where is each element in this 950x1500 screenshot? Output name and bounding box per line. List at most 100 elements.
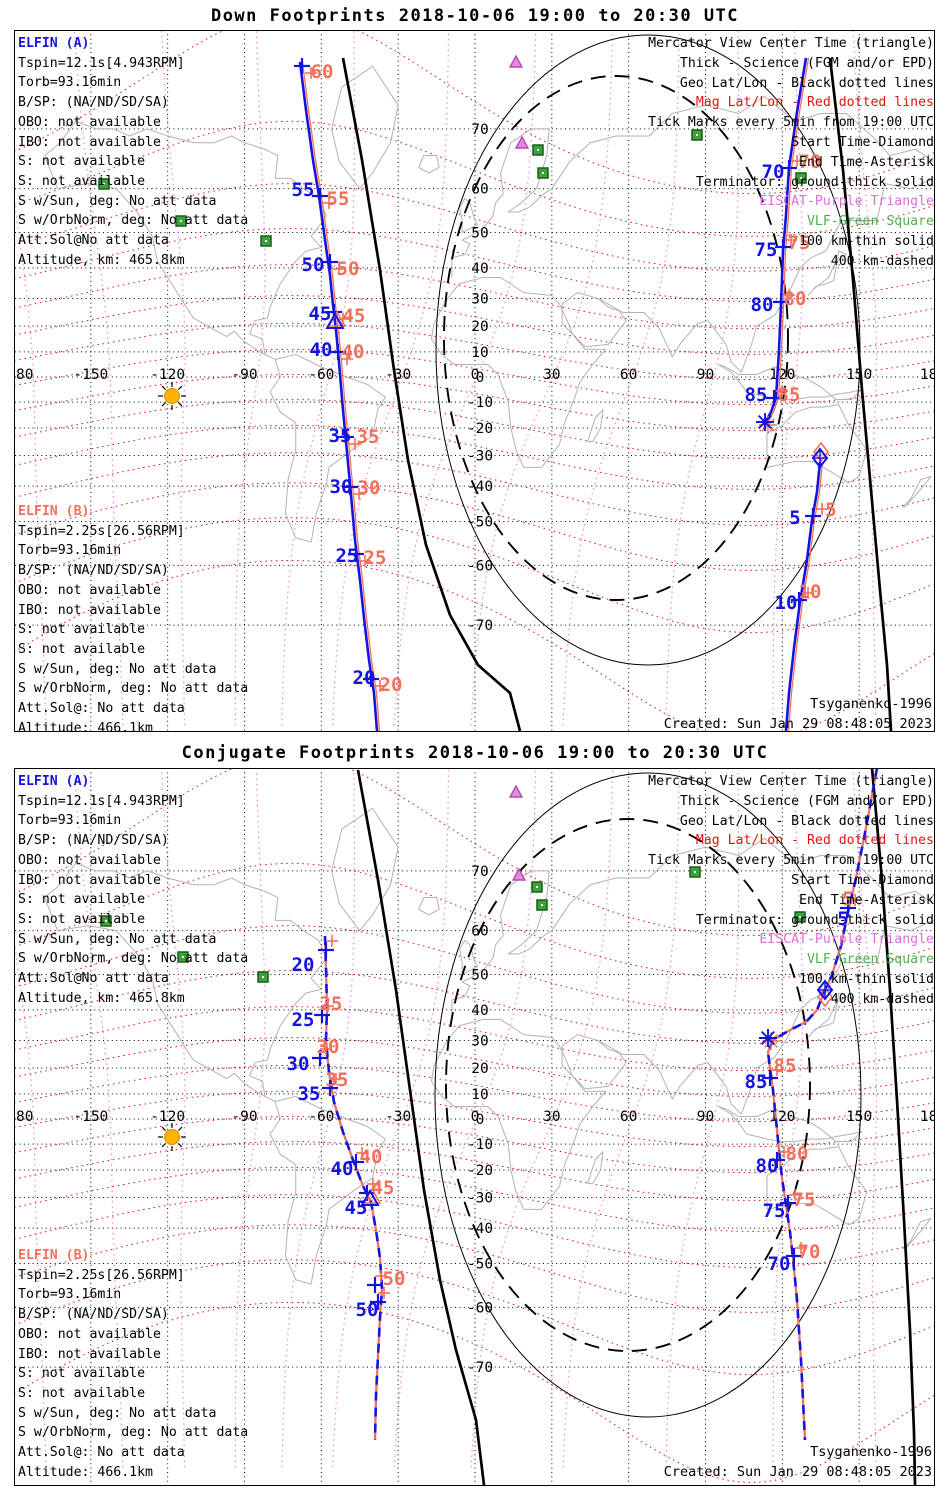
info-line: S w/Sun, deg: No att data bbox=[18, 193, 217, 209]
lon-tick-label: -90 bbox=[231, 1109, 257, 1125]
track-minute-label: 55 bbox=[292, 179, 315, 201]
track-minute-label: 45 bbox=[343, 305, 366, 327]
track-minute-label: 80 bbox=[756, 1155, 779, 1177]
lon-tick-label: -60 bbox=[308, 367, 334, 383]
info-line: S: not available bbox=[18, 892, 146, 908]
legend-line: End Time-Asterisk bbox=[799, 154, 934, 170]
vlf-square-marker-dot bbox=[180, 220, 182, 222]
panel-map-1: -180 -150 -120 -90 -60 -30 0 30 60 90 120 150 180706… bbox=[0, 769, 934, 1485]
track-minute-label: 35 bbox=[357, 426, 380, 448]
lon-tick-label: -90 bbox=[231, 367, 257, 383]
lon-tick-label: -180 bbox=[0, 1109, 33, 1125]
lon-tick-label: -120 bbox=[150, 1109, 185, 1125]
credit-line: Created: Sun Jan 29 08:48:05 2023 bbox=[663, 715, 932, 732]
vlf-square-marker-dot bbox=[182, 956, 184, 958]
lat-tick-label: -70 bbox=[467, 1360, 493, 1376]
track-minute-label: 5 bbox=[789, 507, 800, 529]
track-minute-label: 80 bbox=[751, 294, 774, 316]
start-time-diamond bbox=[816, 979, 834, 1001]
end-time-asterisk bbox=[757, 414, 773, 430]
lon-tick-label: -120 bbox=[150, 367, 185, 383]
lat-tick-label: 50 bbox=[471, 967, 488, 983]
info-line: B/SP: (NA/ND/SD/SA) bbox=[18, 1307, 169, 1323]
elfin-a-info-0: ELFIN (A) Tspin=12.1s[4.943RPM] Torb=93.16… bbox=[18, 34, 248, 270]
elfin-b-info-0: ELFIN (B) Tspin=2.25s[26.56RPM] Torb=93.16… bbox=[18, 502, 248, 738]
info-line: S w/OrbNorm, deg: No att data bbox=[18, 1425, 249, 1441]
track-minute-label: 30 bbox=[330, 476, 353, 498]
lat-tick-label: 50 bbox=[471, 225, 488, 241]
info-line: Att.Sol@No att data bbox=[18, 971, 169, 987]
track-minute-label: 5 bbox=[837, 908, 848, 930]
info-line: Altitude: 466.1km bbox=[18, 720, 153, 736]
credit-line: Tsyganenko-1996 bbox=[810, 1444, 932, 1460]
lat-tick-label: -60 bbox=[467, 558, 493, 574]
legend-line: Terminator: ground-thick solid bbox=[695, 174, 934, 190]
track-minute-label: 55 bbox=[327, 188, 350, 210]
track-minute-label: 20 bbox=[292, 954, 315, 976]
track-minute-label: 85 bbox=[745, 384, 768, 406]
elfin-b-track bbox=[767, 57, 810, 422]
legend-line: Geo Lat/Lon - Black dotted lines bbox=[679, 813, 934, 829]
legend-line: Thick - Science (FGM and/or EPD) bbox=[679, 55, 934, 71]
lon-tick-label: 120 bbox=[769, 367, 795, 383]
lat-tick-label: 30 bbox=[471, 1033, 488, 1049]
sun-marker bbox=[164, 1129, 180, 1145]
sun-ray bbox=[177, 401, 183, 407]
info-line: IBO: not available bbox=[18, 1346, 161, 1362]
legend-line: 400 km-dashed bbox=[830, 991, 934, 1007]
track-minute-label: 30 bbox=[287, 1053, 310, 1075]
vlf-square-marker-dot bbox=[800, 177, 802, 179]
track-minute-label: 35 bbox=[326, 1069, 349, 1091]
lon-tick-label: 30 bbox=[543, 367, 560, 383]
lat-tick-label: -40 bbox=[467, 479, 493, 495]
legend-line: Thick - Science (FGM and/or EPD) bbox=[679, 793, 934, 809]
track-minute-label: 40 bbox=[342, 341, 365, 363]
info-line: S: not available bbox=[18, 1385, 146, 1401]
info-line: IBO: not available bbox=[18, 872, 161, 888]
track-minute-label: 35 bbox=[329, 425, 352, 447]
track-minute-label: 85 bbox=[778, 384, 801, 406]
lat-tick-label: -70 bbox=[467, 618, 493, 634]
track-minute-label: 25 bbox=[320, 993, 343, 1015]
lat-tick-label: 70 bbox=[471, 864, 488, 880]
lat-tick-label: -10 bbox=[467, 395, 493, 411]
info-line: B/SP: (NA/ND/SD/SA) bbox=[18, 833, 169, 849]
credits-1: Tsyganenko-1996 Created: Sun Jan 29 08:48… bbox=[664, 1443, 932, 1482]
track-minute-label: 70 bbox=[762, 161, 785, 183]
terminator-400km-line bbox=[445, 818, 811, 1352]
track-minute-label: 50 bbox=[356, 1299, 379, 1321]
info-line: B/SP: (NA/ND/SD/SA) bbox=[18, 563, 169, 579]
vlf-square-marker-dot bbox=[696, 134, 698, 136]
lat-tick-label: -50 bbox=[467, 1257, 493, 1273]
vlf-square-marker-dot bbox=[265, 240, 267, 242]
lat-tick-label: 10 bbox=[471, 1087, 488, 1103]
track-minute-label: 25 bbox=[292, 1009, 315, 1031]
credits-0: Tsyganenko-1996 Created: Sun Jan 29 08:48… bbox=[664, 695, 932, 734]
info-line: Tspin=12.1s[4.943RPM] bbox=[18, 55, 185, 71]
lon-tick-label: 150 bbox=[846, 1109, 872, 1125]
info-line: S w/Sun, deg: No att data bbox=[18, 661, 217, 677]
elfin-b-track bbox=[787, 461, 824, 731]
elfin-a-info-1: ELFIN (A) Tspin=12.1s[4.943RPM] Torb=93.16… bbox=[18, 772, 248, 1008]
info-line: Altitude, km: 465.8km bbox=[18, 990, 185, 1006]
lat-tick-label: 0 bbox=[476, 370, 485, 386]
info-line: S w/OrbNorm, deg: No att data bbox=[18, 213, 249, 229]
center-time-triangle bbox=[360, 1188, 380, 1206]
lon-tick-label: 0 bbox=[471, 367, 480, 383]
info-line: Att.Sol@No att data bbox=[18, 233, 169, 249]
spacecraft-name: ELFIN (A) bbox=[18, 774, 90, 789]
credit-line: Created: Sun Jan 29 08:48:05 2023 bbox=[663, 1463, 932, 1480]
lat-tick-label: 20 bbox=[471, 319, 488, 335]
lat-tick-label: -60 bbox=[467, 1300, 493, 1316]
lon-tick-label: -60 bbox=[308, 1109, 334, 1125]
legend-line: VLF-Green Square bbox=[806, 214, 934, 230]
legend-line: EISCAT-Purple Triangle bbox=[759, 194, 934, 210]
elfin-a-track bbox=[784, 461, 822, 731]
legend-line: End Time-Asterisk bbox=[799, 892, 934, 908]
vlf-square-marker-dot bbox=[541, 904, 543, 906]
lon-tick-label: 60 bbox=[620, 367, 637, 383]
plot-legend-0: Mercator View Center Time (triangle) Thic… bbox=[648, 34, 934, 272]
info-line: Torb=93.16min bbox=[18, 75, 122, 91]
vlf-square-marker-dot bbox=[105, 920, 107, 922]
track-minute-label: 5 bbox=[825, 499, 836, 521]
